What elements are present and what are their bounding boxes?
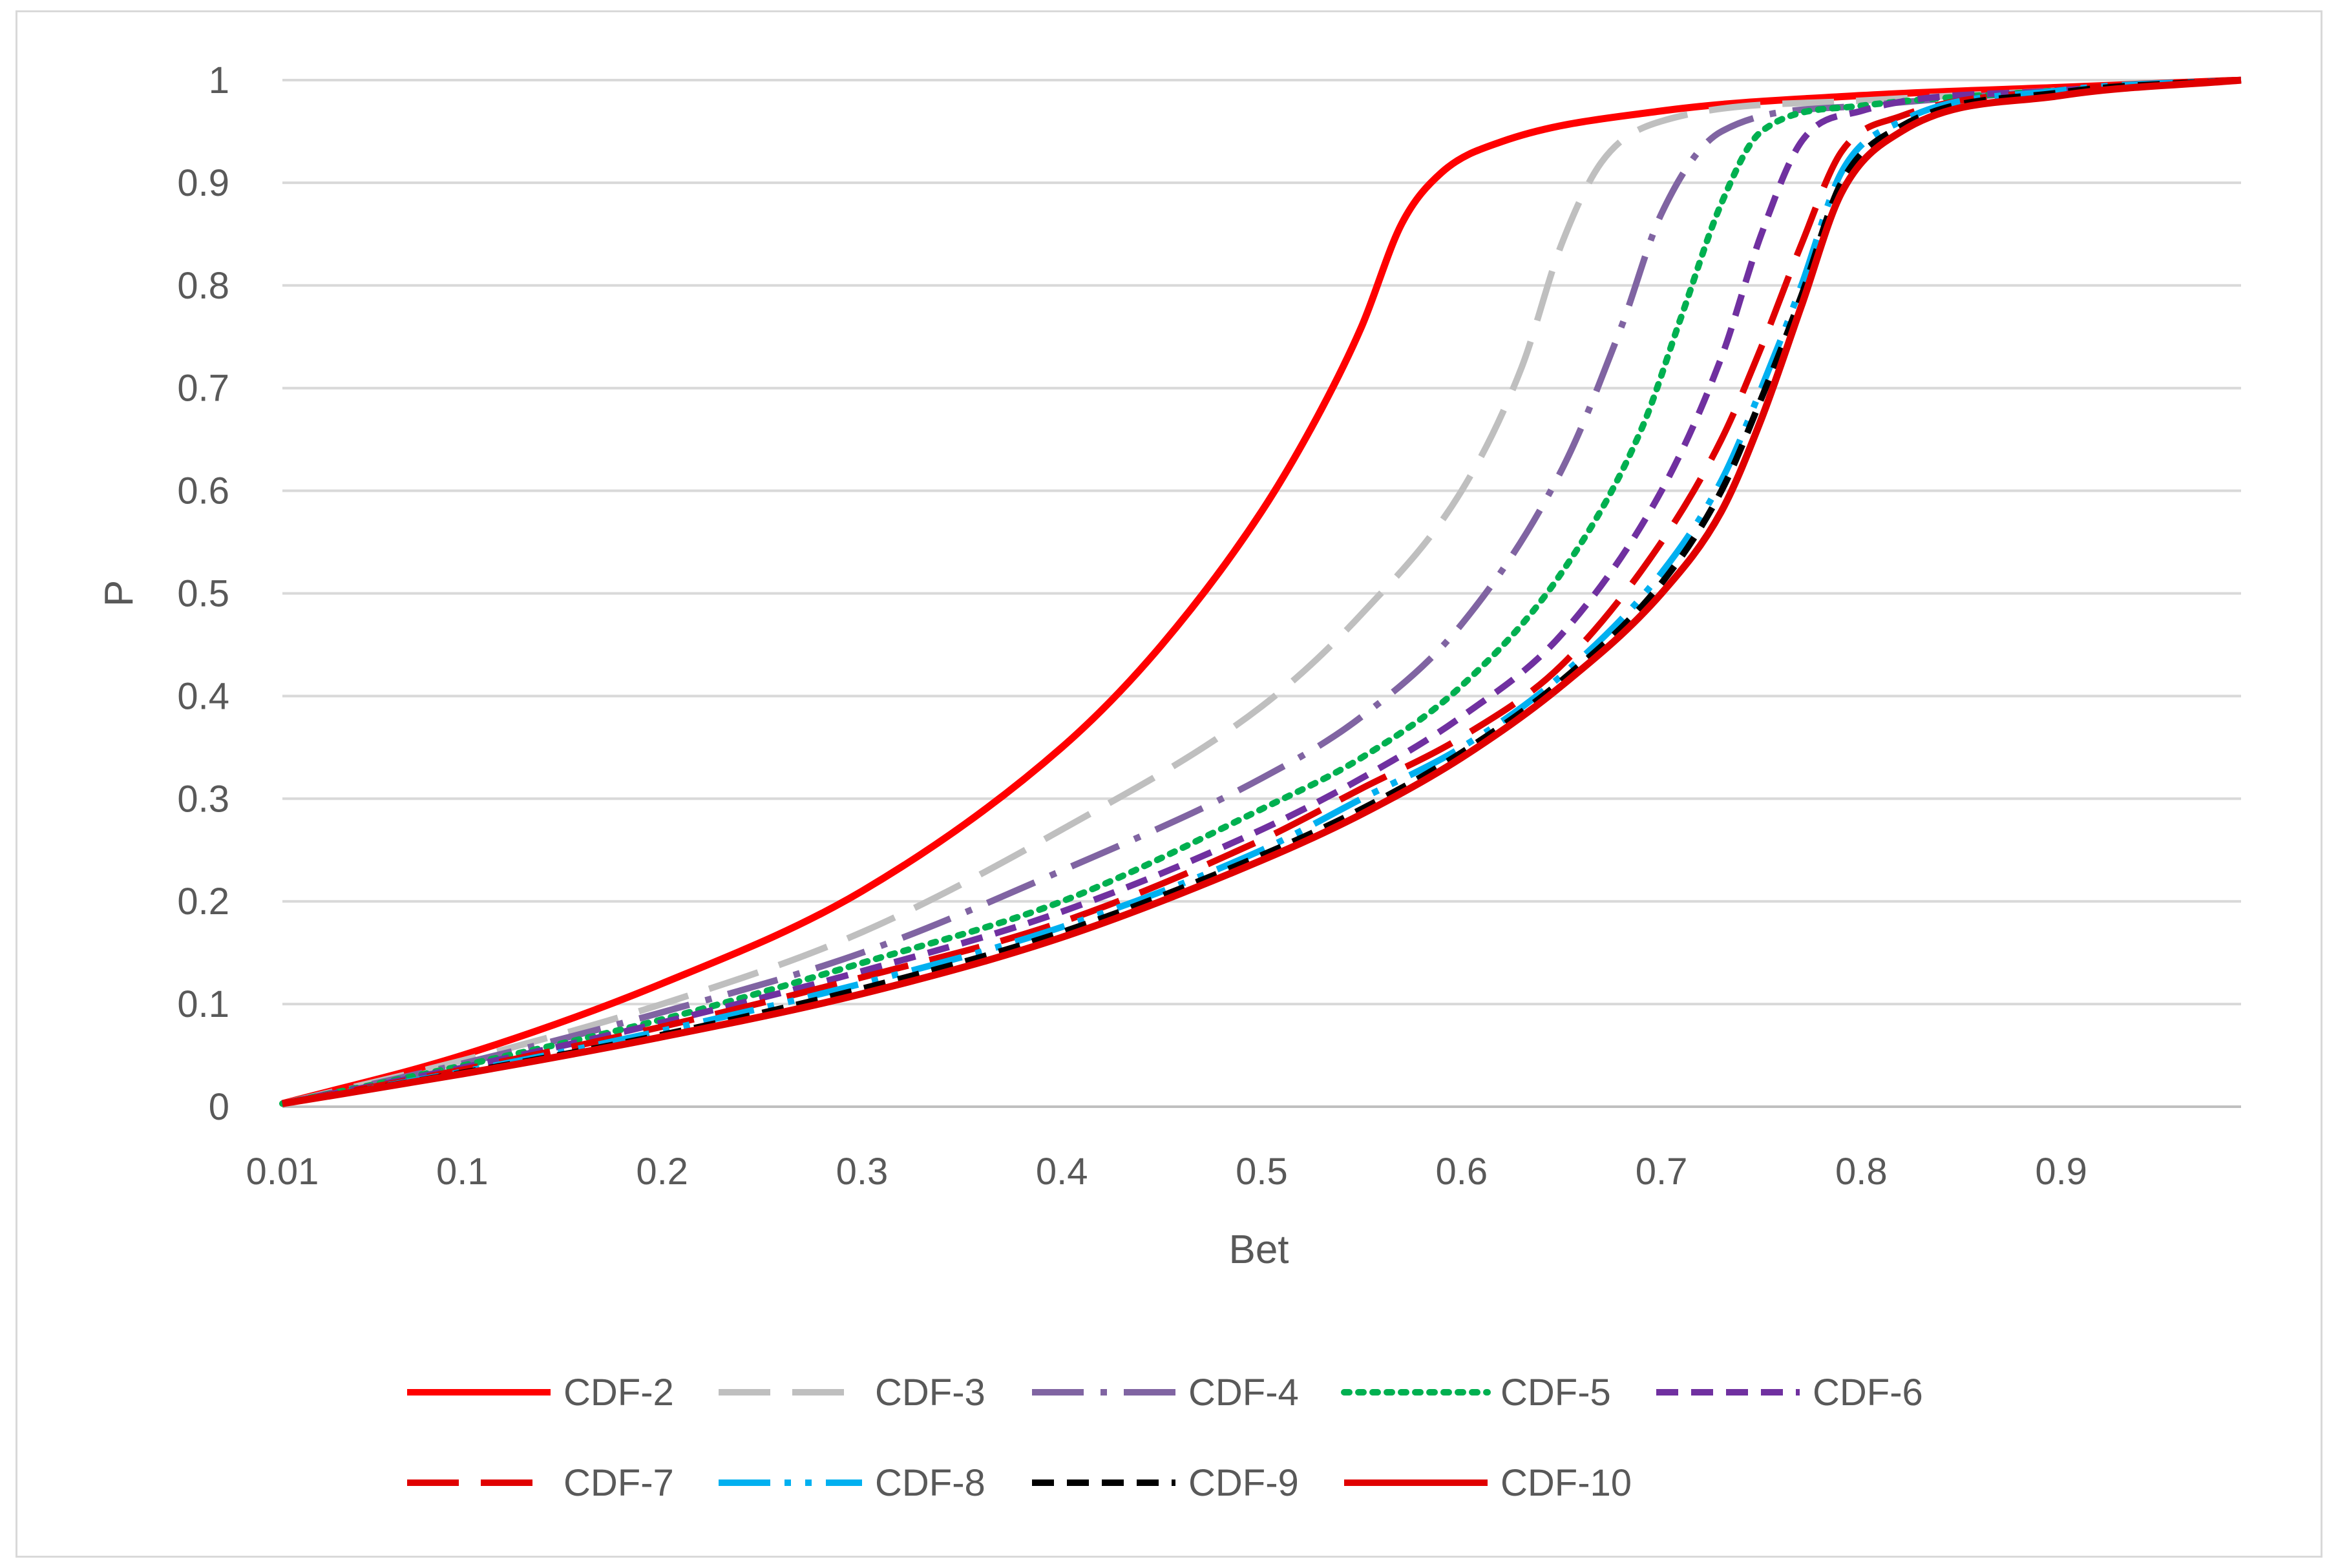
x-tick-label: 0.5 [1236,1151,1288,1193]
legend-label: CDF-5 [1501,1372,1611,1414]
legend-label: CDF-4 [1188,1372,1299,1414]
y-tick-label: 0.5 [177,573,229,615]
series-line-cdf-3 [281,77,2242,1107]
x-axis-title: Bet [1228,1228,1289,1272]
y-tick-label: 0.4 [177,675,229,717]
x-tick-label: 0.9 [2035,1151,2087,1193]
legend-label: CDF-3 [875,1372,985,1414]
x-tick-label: 0.2 [636,1151,688,1193]
series-line-cdf-9 [282,77,2242,1107]
series-line-cdf-7 [282,77,2242,1107]
y-tick-label: 0.1 [177,983,229,1025]
series-line-cdf-5 [279,77,2244,1107]
y-tick-label: 0.7 [177,368,229,410]
legend-label: CDF-6 [1813,1372,1923,1414]
chart-frame [16,10,2322,1558]
series-line-cdf-10 [282,76,2242,1107]
x-tick-label: 0.4 [1036,1151,1088,1193]
series-line-cdf-6 [282,77,2242,1107]
series-line-cdf-8 [282,77,2242,1107]
y-tick-label: 1 [209,59,229,101]
x-tick-label: 0.1 [436,1151,489,1193]
y-tick-label: 0.3 [177,778,229,820]
x-tick-label: 0.3 [836,1151,889,1193]
y-tick-label: 0 [209,1086,229,1128]
legend-label: CDF-8 [875,1462,985,1504]
y-tick-label: 0.6 [177,470,229,512]
x-tick-label: 0.7 [1636,1151,1688,1193]
legend-label: CDF-7 [563,1462,674,1504]
y-axis-title: P [97,580,142,607]
x-tick-label: 0.6 [1435,1151,1488,1193]
y-tick-label: 0.9 [177,162,229,204]
series-line-cdf-4 [281,77,2242,1107]
legend-label: CDF-10 [1501,1462,1632,1504]
x-tick-label: 0.01 [246,1151,319,1193]
legend-label: CDF-2 [563,1372,674,1414]
legend-label: CDF-9 [1188,1462,1299,1504]
series-line-cdf-2 [281,76,2242,1107]
y-tick-label: 0.8 [177,265,229,307]
x-tick-label: 0.8 [1835,1151,1888,1193]
y-tick-label: 0.2 [177,881,229,923]
